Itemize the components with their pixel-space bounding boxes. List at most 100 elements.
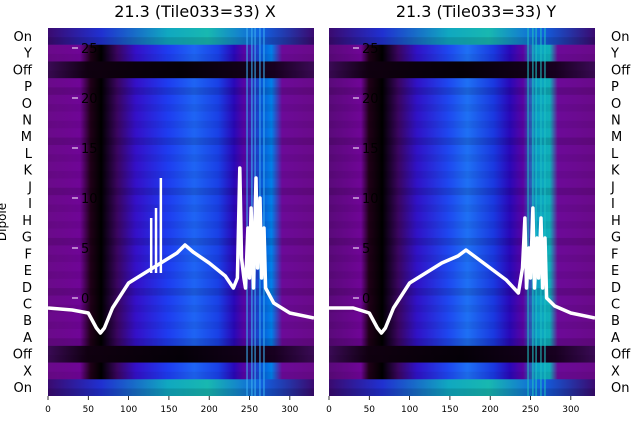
chart-title-x: 21.3 (Tile033=33) X xyxy=(114,2,276,21)
row-label: J xyxy=(27,180,32,195)
row-label: I xyxy=(611,197,615,212)
row-label: K xyxy=(611,164,620,179)
heatmap-row-shade xyxy=(329,87,595,95)
overlay-tick-label: 0 xyxy=(81,292,89,307)
row-label: C xyxy=(23,298,32,313)
row-label: F xyxy=(25,247,32,262)
heatmap-row-shade xyxy=(329,271,595,279)
row-label: A xyxy=(611,331,620,346)
overlay-tick-label: 15 xyxy=(81,142,98,157)
heatmap-row-shade xyxy=(329,237,595,246)
overlay-tick-label: 10 xyxy=(81,192,98,207)
heatmap-row-shade xyxy=(48,204,314,212)
overlay-tick-label: 5 xyxy=(362,242,370,257)
row-label: E xyxy=(611,264,619,279)
x-tick-label: 150 xyxy=(441,405,458,415)
heatmap-streak xyxy=(535,28,537,396)
heatmap-row-shade xyxy=(48,137,314,146)
x-tick-label: 200 xyxy=(482,405,499,415)
overlay-tick-label: 0 xyxy=(362,292,370,307)
heatmap-row-shade xyxy=(48,87,314,95)
heatmap-row-shade xyxy=(48,338,314,346)
x-tick-label: 250 xyxy=(241,405,258,415)
row-label: B xyxy=(23,314,32,329)
heatmap-row-shade xyxy=(329,37,595,45)
heatmap-row-shade xyxy=(329,254,595,263)
overlay-line xyxy=(329,206,595,335)
heatmap-row-shade xyxy=(48,70,314,79)
row-label: On xyxy=(14,381,32,396)
row-label: B xyxy=(611,314,620,329)
x-tick-label: 250 xyxy=(522,405,539,415)
heatmap-row-shade xyxy=(48,120,314,129)
heatmap-streak xyxy=(544,28,546,396)
overlay-line xyxy=(48,166,314,335)
row-label: Off xyxy=(611,63,631,78)
row-label: I xyxy=(28,197,32,212)
heatmap-row-shade xyxy=(329,70,595,79)
x-tick-label: 150 xyxy=(160,405,177,415)
x-tick-label: 300 xyxy=(562,405,579,415)
row-label: O xyxy=(611,97,621,112)
row-label: P xyxy=(611,80,619,95)
heatmap-row-shade xyxy=(329,388,595,396)
heatmap-row-shade xyxy=(329,120,595,129)
heatmap-row-shade xyxy=(48,104,314,112)
x-tick-label: 100 xyxy=(120,405,137,415)
row-label: H xyxy=(611,214,621,229)
heatmap-row-shade xyxy=(329,221,595,229)
heatmap-row-shade xyxy=(48,388,314,396)
x-tick-label: 300 xyxy=(281,405,298,415)
heatmap-row-shade xyxy=(48,321,314,330)
row-label: K xyxy=(23,164,32,179)
x-tick-label: 200 xyxy=(201,405,218,415)
row-label: L xyxy=(25,147,33,162)
heatmap-row-shade xyxy=(329,137,595,146)
row-label: C xyxy=(611,298,620,313)
x-tick-label: 0 xyxy=(45,405,51,415)
heatmap-row-shade xyxy=(329,171,595,179)
row-label: On xyxy=(611,30,629,45)
row-label: G xyxy=(611,231,621,246)
heatmap-row-shade xyxy=(329,104,595,112)
heatmap-row-shade xyxy=(48,254,314,263)
heatmap-streak xyxy=(246,28,248,396)
heatmap-row-shade xyxy=(329,53,595,62)
row-label: F xyxy=(611,247,618,262)
row-label: L xyxy=(611,147,619,162)
heatmap-row-shade xyxy=(329,288,595,296)
heatmap-row-shade xyxy=(48,371,314,380)
row-label: Off xyxy=(13,348,33,363)
x-tick-label: 50 xyxy=(364,405,376,415)
row-label: M xyxy=(611,130,622,145)
row-label: G xyxy=(22,231,32,246)
row-label: X xyxy=(23,364,32,379)
heatmap-row-shade xyxy=(329,371,595,380)
heatmap-row-shade xyxy=(48,37,314,45)
heatmap-streak xyxy=(263,28,265,396)
heatmap-row-shade xyxy=(48,221,314,229)
overlay-tick-label: 25 xyxy=(362,42,379,57)
x-tick-label: 50 xyxy=(83,405,95,415)
heatmap-row-shade xyxy=(329,204,595,212)
overlay-tick-label: 5 xyxy=(81,242,89,257)
heatmap-row-shade xyxy=(329,304,595,313)
row-label: Y xyxy=(610,47,619,62)
row-label: N xyxy=(22,114,32,129)
x-tick-label: 100 xyxy=(401,405,418,415)
row-label: X xyxy=(611,364,620,379)
row-label: O xyxy=(22,97,32,112)
heatmap-row-shade xyxy=(48,288,314,296)
heatmap-row-shade xyxy=(48,355,314,363)
overlay-tick-label: 20 xyxy=(362,92,379,107)
heatmap-row-shade xyxy=(329,187,595,196)
x-tick-label: 0 xyxy=(326,405,332,415)
y-axis-label: Dipole xyxy=(0,203,9,241)
row-label: D xyxy=(611,281,621,296)
overlay-tick-label: 25 xyxy=(81,42,98,57)
row-label: A xyxy=(23,331,32,346)
chart-title-y: 21.3 (Tile033=33) Y xyxy=(396,2,557,21)
